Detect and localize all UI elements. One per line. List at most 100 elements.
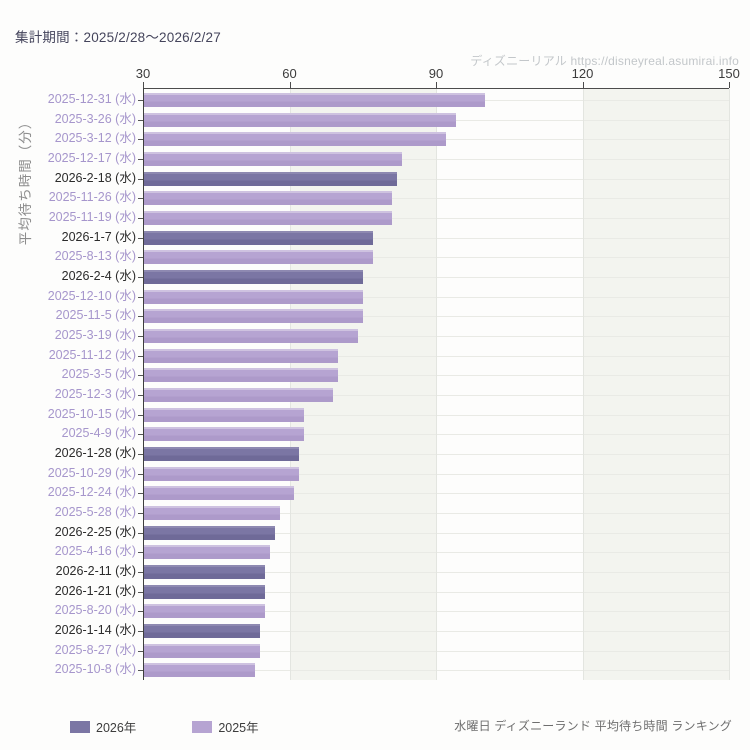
y-axis-tick [138,99,143,101]
y-axis-tick [138,119,143,121]
y-axis-tick [138,532,143,534]
category-label: 2025-11-26 (水) [48,190,136,205]
bar[interactable] [144,151,402,166]
category-label: 2025-12-24 (水) [47,485,136,500]
value-gridline [436,89,437,680]
y-axis-line [143,88,144,680]
category-label: 2025-4-9 (水) [61,426,136,441]
category-label: 2026-1-7 (水) [61,229,136,244]
category-label: 2025-10-29 (水) [47,465,136,480]
y-axis-tick [138,178,143,180]
category-label: 2025-11-12 (水) [48,347,136,362]
x-axis-line [143,88,729,89]
bar[interactable] [144,564,266,579]
legend-swatch-2026 [70,720,90,733]
y-axis-tick [138,591,143,593]
value-gridline [582,89,584,680]
y-axis-tick [138,394,143,396]
x-axis-tick [143,82,144,88]
background-band [289,89,436,680]
y-axis-tick [138,493,143,495]
legend-item-2026[interactable]: 2026年 [70,717,136,736]
x-tick-label: 30 [135,66,151,81]
y-axis-tick [138,237,143,239]
bar[interactable] [144,250,373,265]
value-gridline [729,89,730,680]
legend-swatch-2025 [192,720,213,733]
category-label: 2025-12-31 (水) [47,92,136,106]
category-label: 2025-4-16 (水) [54,544,136,559]
category-label: 2025-11-5 (水) [55,308,136,323]
bar[interactable] [144,427,305,442]
category-label: 2026-2-4 (水) [61,269,136,283]
bar[interactable] [144,191,393,206]
y-axis-tick [138,630,143,632]
category-label: 2026-1-21 (水) [54,583,136,598]
bar[interactable] [144,604,266,619]
bar[interactable] [144,407,305,422]
bar[interactable] [144,525,275,540]
category-label: 2026-1-28 (水) [54,446,136,460]
bar[interactable] [144,584,266,599]
y-axis-tick [138,512,143,514]
y-axis-tick [138,158,143,160]
value-gridline [289,89,291,680]
y-axis-tick [138,611,143,613]
bar[interactable] [144,289,363,304]
bar[interactable] [144,663,256,678]
bar[interactable] [144,230,373,245]
bar[interactable] [144,643,261,658]
y-axis-tick [138,316,143,318]
bar[interactable] [144,171,397,186]
category-label: 2025-8-13 (水) [54,249,136,264]
y-axis-tick [138,296,143,298]
x-tick-label: 120 [571,66,594,81]
bar[interactable] [144,446,300,461]
category-label: 2026-2-18 (水) [54,170,136,185]
category-label: 2025-3-19 (水) [54,328,136,342]
y-axis-tick [138,414,143,416]
y-axis-tick [138,276,143,278]
bar[interactable] [144,210,393,225]
y-axis-tick [138,434,143,436]
bar[interactable] [144,348,339,363]
x-tick-label: 90 [428,66,444,81]
category-label: 2025-3-26 (水) [54,111,136,126]
x-axis-tick [729,82,730,88]
bar[interactable] [144,486,295,501]
legend-item-2025[interactable]: 2025年 [192,717,259,736]
bar[interactable] [144,328,358,343]
bar[interactable] [144,309,363,324]
bar[interactable] [144,387,334,402]
bar[interactable] [144,112,456,127]
y-axis-tick [138,217,143,219]
y-axis-tick [138,473,143,475]
bar[interactable] [144,269,363,284]
bar[interactable] [144,505,280,520]
category-label: 2025-10-8 (水) [54,662,136,677]
bar[interactable] [144,92,485,107]
y-axis-tick [138,375,143,377]
bar[interactable] [144,623,261,638]
category-label: 2025-5-28 (水) [54,505,136,519]
x-axis-tick [289,82,291,88]
category-label: 2025-12-3 (水) [54,387,136,401]
y-axis-tick [138,335,143,337]
y-axis-tick [138,355,143,357]
x-axis-tick [436,82,437,88]
y-axis-tick [138,571,143,573]
y-axis-tick [138,552,143,554]
bar[interactable] [144,545,270,560]
watermark-text: ディズニーリアル https://disneyreal.asumirai.inf… [470,54,739,68]
bar[interactable] [144,368,339,383]
legend: 2026年 2025年 [70,717,259,736]
legend-label: 2026年 [96,721,137,735]
y-axis-tick [138,198,143,200]
legend-label: 2025年 [218,721,259,735]
x-axis-tick [582,82,584,88]
category-label: 2025-10-15 (水) [47,406,136,421]
bar[interactable] [144,466,300,481]
x-tick-label: 60 [282,66,297,81]
bar[interactable] [144,132,446,147]
